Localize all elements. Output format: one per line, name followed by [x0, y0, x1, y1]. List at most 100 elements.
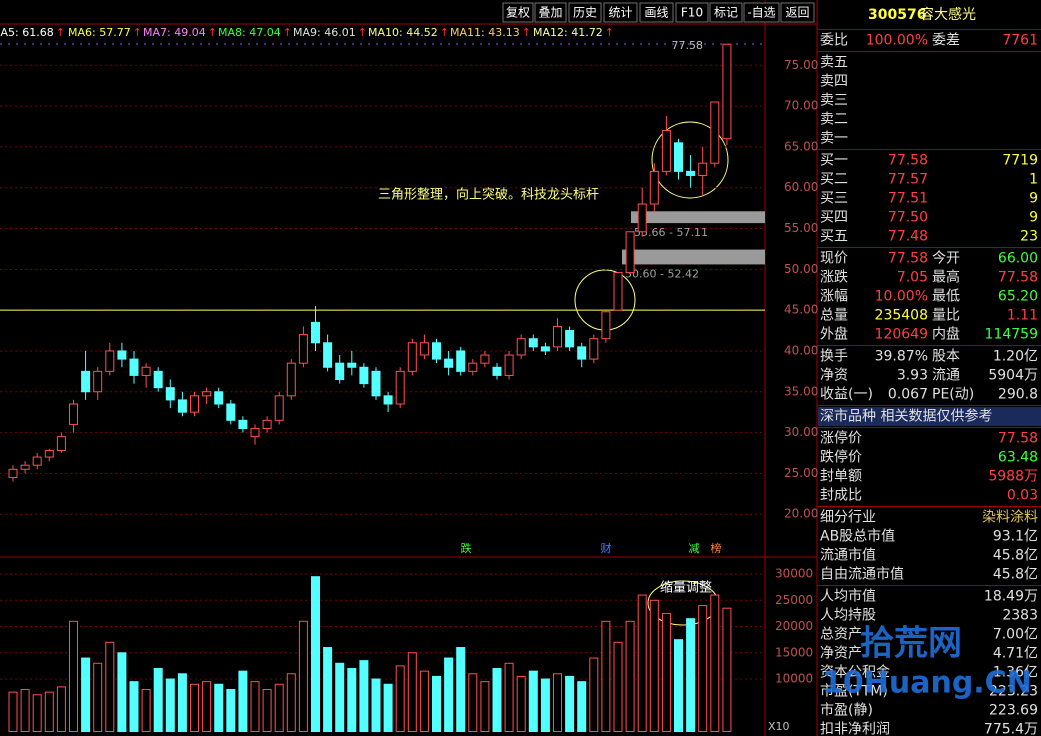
toolbar-button[interactable] [780, 2, 815, 23]
panel-label: 市盈(TTM) [820, 683, 888, 700]
candle-body [359, 366, 369, 385]
panel-label: 深市品种 相关数据仅供参考 [820, 408, 992, 425]
toolbar-button[interactable] [675, 2, 709, 23]
zone-label: 50.60 - 52.42 [625, 267, 699, 280]
candle-body [601, 311, 611, 340]
toolbar-button[interactable] [568, 2, 602, 23]
panel-value: 7761 [1002, 33, 1038, 49]
candle-body [722, 43, 732, 140]
panel-label: 市盈(静) [820, 702, 873, 719]
candle-body [540, 346, 550, 352]
panel-value: 77.58 [888, 153, 928, 169]
volume-bar [44, 691, 54, 732]
ma-label: MA7: 49.04 [143, 26, 206, 39]
candle-body [577, 346, 587, 360]
volume-bar [153, 668, 163, 733]
volume-bar [661, 612, 671, 732]
ma-arrow: ↑ [283, 26, 292, 39]
panel-label: 卖一 [820, 131, 848, 147]
candle-body [468, 362, 478, 372]
candle-body [129, 358, 139, 376]
panel-label: 人均市值 [820, 588, 876, 605]
candle-body [516, 338, 526, 356]
panel-value: 10.00% [875, 289, 928, 305]
volume-bar [589, 657, 599, 733]
toolbar-button[interactable] [743, 2, 780, 23]
candle-body [20, 464, 30, 470]
volume-bar [8, 691, 18, 732]
volume-bar [129, 681, 139, 732]
toolbar-button[interactable] [502, 2, 534, 23]
panel-value: 4.71亿 [993, 646, 1038, 662]
volume-bar [722, 607, 732, 732]
volume-bar [335, 662, 345, 733]
candle-body [395, 370, 405, 405]
candle-body [674, 142, 683, 172]
volume-bar [117, 652, 127, 733]
panel-value: 18.49万 [984, 589, 1038, 605]
toolbar-label[interactable]: F10 [681, 6, 703, 20]
panel-value: 93.1亿 [993, 529, 1038, 545]
panel-label: 今开 [932, 251, 960, 267]
stock-name: 容大感光 [920, 6, 976, 23]
volume-bar [141, 689, 151, 732]
panel-label: 涨跌 [820, 270, 848, 286]
panel-label: 外盘 [820, 326, 848, 343]
candle-body [432, 342, 441, 360]
volume-bar [371, 678, 381, 732]
panel-label: 封成比 [820, 488, 862, 504]
toolbar-label[interactable]: 画线 [644, 6, 668, 20]
panel-value: 120649 [875, 327, 928, 343]
toolbar-label[interactable]: 历史 [573, 6, 597, 20]
candle-body [250, 427, 260, 438]
ma-arrow: ↑ [358, 26, 367, 39]
candle-body [625, 231, 635, 274]
panel-value: 7.00亿 [993, 627, 1038, 643]
toolbar-button[interactable] [639, 2, 674, 23]
candle-body [407, 342, 417, 372]
y-tick-label: 40.00 [784, 343, 818, 357]
panel-value: 9 [1029, 191, 1038, 207]
y-tick-label: 30.00 [784, 425, 818, 439]
candle-body [274, 395, 284, 421]
volume-bar [674, 639, 683, 733]
candle-body [504, 354, 514, 376]
toolbar-label[interactable]: -自选 [747, 6, 775, 20]
panel-value: 45.8亿 [993, 567, 1038, 583]
volume-bar [637, 594, 647, 732]
panel-label: 收益(一) [820, 387, 873, 403]
toolbar-button[interactable] [534, 2, 567, 23]
ma-label: MA12: 41.72 [533, 26, 603, 39]
panel-label: 资本公积金 [820, 665, 890, 681]
ma-arrow: ↑ [440, 26, 449, 39]
toolbar-label[interactable]: 复权 [506, 6, 530, 20]
volume-bar [274, 683, 284, 732]
panel-header [818, 407, 1041, 426]
panel-value: 65.20 [998, 289, 1038, 305]
toolbar-label[interactable]: 叠加 [538, 6, 562, 20]
volume-bar [565, 675, 575, 732]
toolbar-button[interactable] [709, 2, 743, 23]
candle-body [553, 325, 562, 348]
volume-bar [686, 618, 696, 733]
volume-bar [298, 620, 308, 733]
toolbar-button[interactable] [603, 2, 638, 23]
ma-label: MA10: 44.52 [368, 26, 438, 39]
toolbar-label[interactable]: 返回 [785, 6, 809, 20]
toolbar-label[interactable]: 统计 [608, 6, 632, 20]
panel-label: 封单额 [820, 469, 862, 485]
candle-body [226, 403, 236, 421]
panel-label: 内盘 [932, 326, 960, 343]
toolbar-label[interactable]: 标记 [714, 6, 738, 20]
candle-body [613, 272, 623, 311]
panel-label: 卖二 [820, 112, 848, 128]
panel-value: 0.067 [888, 387, 928, 403]
candle-body [298, 334, 308, 364]
candle-body [686, 170, 696, 176]
panel-value: 45.8亿 [993, 548, 1038, 564]
panel-label: 买三 [820, 191, 848, 207]
candle-body [8, 468, 18, 478]
panel-value: 63.48 [998, 450, 1038, 466]
candle-body [710, 101, 720, 164]
